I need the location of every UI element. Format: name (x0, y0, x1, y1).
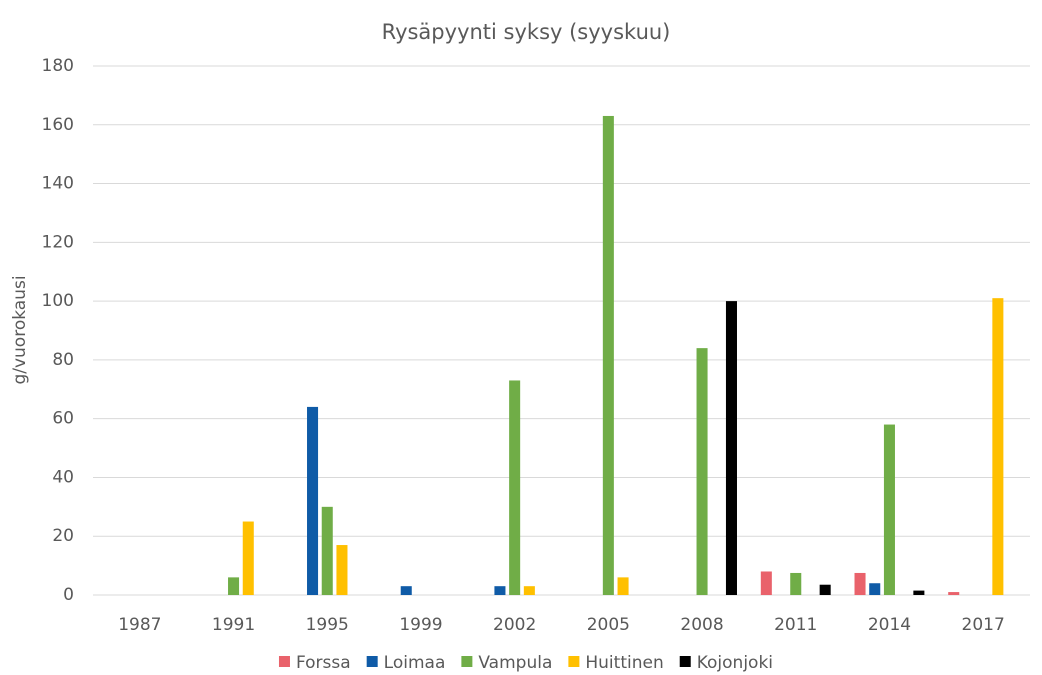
legend-swatch (366, 656, 378, 667)
bar (760, 571, 772, 595)
y-tick-label: 80 (52, 350, 74, 370)
bar (228, 577, 240, 595)
bar (523, 586, 535, 595)
bar (494, 586, 506, 595)
legend-label: Kojonjoki (697, 653, 773, 673)
legend-label: Forssa (296, 653, 351, 673)
bar (602, 115, 614, 595)
y-tick-label: 0 (63, 585, 74, 605)
bar (617, 577, 629, 595)
x-tick-label: 1995 (306, 615, 349, 635)
legend-label: Vampula (478, 653, 552, 673)
legend-label: Huittinen (585, 653, 663, 673)
bar (242, 521, 254, 595)
bar (869, 583, 881, 595)
legend-swatch (461, 656, 473, 667)
bar (883, 424, 895, 595)
x-tick-label: 2011 (774, 615, 817, 635)
x-tick-label: 2005 (587, 615, 630, 635)
y-tick-label: 160 (42, 115, 74, 135)
bar (696, 348, 708, 595)
bar (948, 592, 960, 595)
y-axis-label: g/vuorokausi (10, 275, 30, 384)
bar (321, 506, 333, 595)
x-tick-label: 1999 (399, 615, 442, 635)
bar (992, 298, 1004, 595)
x-tick-label: 2014 (868, 615, 911, 635)
bar (854, 572, 866, 595)
x-tick-label: 1991 (212, 615, 255, 635)
legend-swatch (679, 656, 691, 667)
y-tick-label: 140 (42, 174, 74, 194)
bar (819, 584, 831, 595)
x-tick-label: 1987 (118, 615, 161, 635)
y-tick-label: 20 (52, 526, 74, 546)
y-tick-label: 120 (42, 232, 74, 252)
y-tick-label: 40 (52, 467, 74, 487)
bar (913, 590, 925, 595)
bar (725, 301, 737, 595)
y-tick-label: 100 (42, 291, 74, 311)
bar (336, 545, 348, 595)
bar (307, 406, 319, 595)
x-tick-label: 2017 (962, 615, 1005, 635)
y-tick-label: 180 (42, 56, 74, 76)
bar (400, 586, 412, 595)
x-tick-label: 2002 (493, 615, 536, 635)
bar (509, 380, 521, 595)
bar (790, 572, 802, 595)
legend-swatch (568, 656, 580, 667)
y-tick-label: 60 (52, 409, 74, 429)
x-tick-label: 2008 (680, 615, 723, 635)
chart-title: Rysäpyynti syksy (syyskuu) (382, 20, 671, 44)
legend-label: Loimaa (384, 653, 446, 673)
legend-swatch (278, 656, 290, 667)
